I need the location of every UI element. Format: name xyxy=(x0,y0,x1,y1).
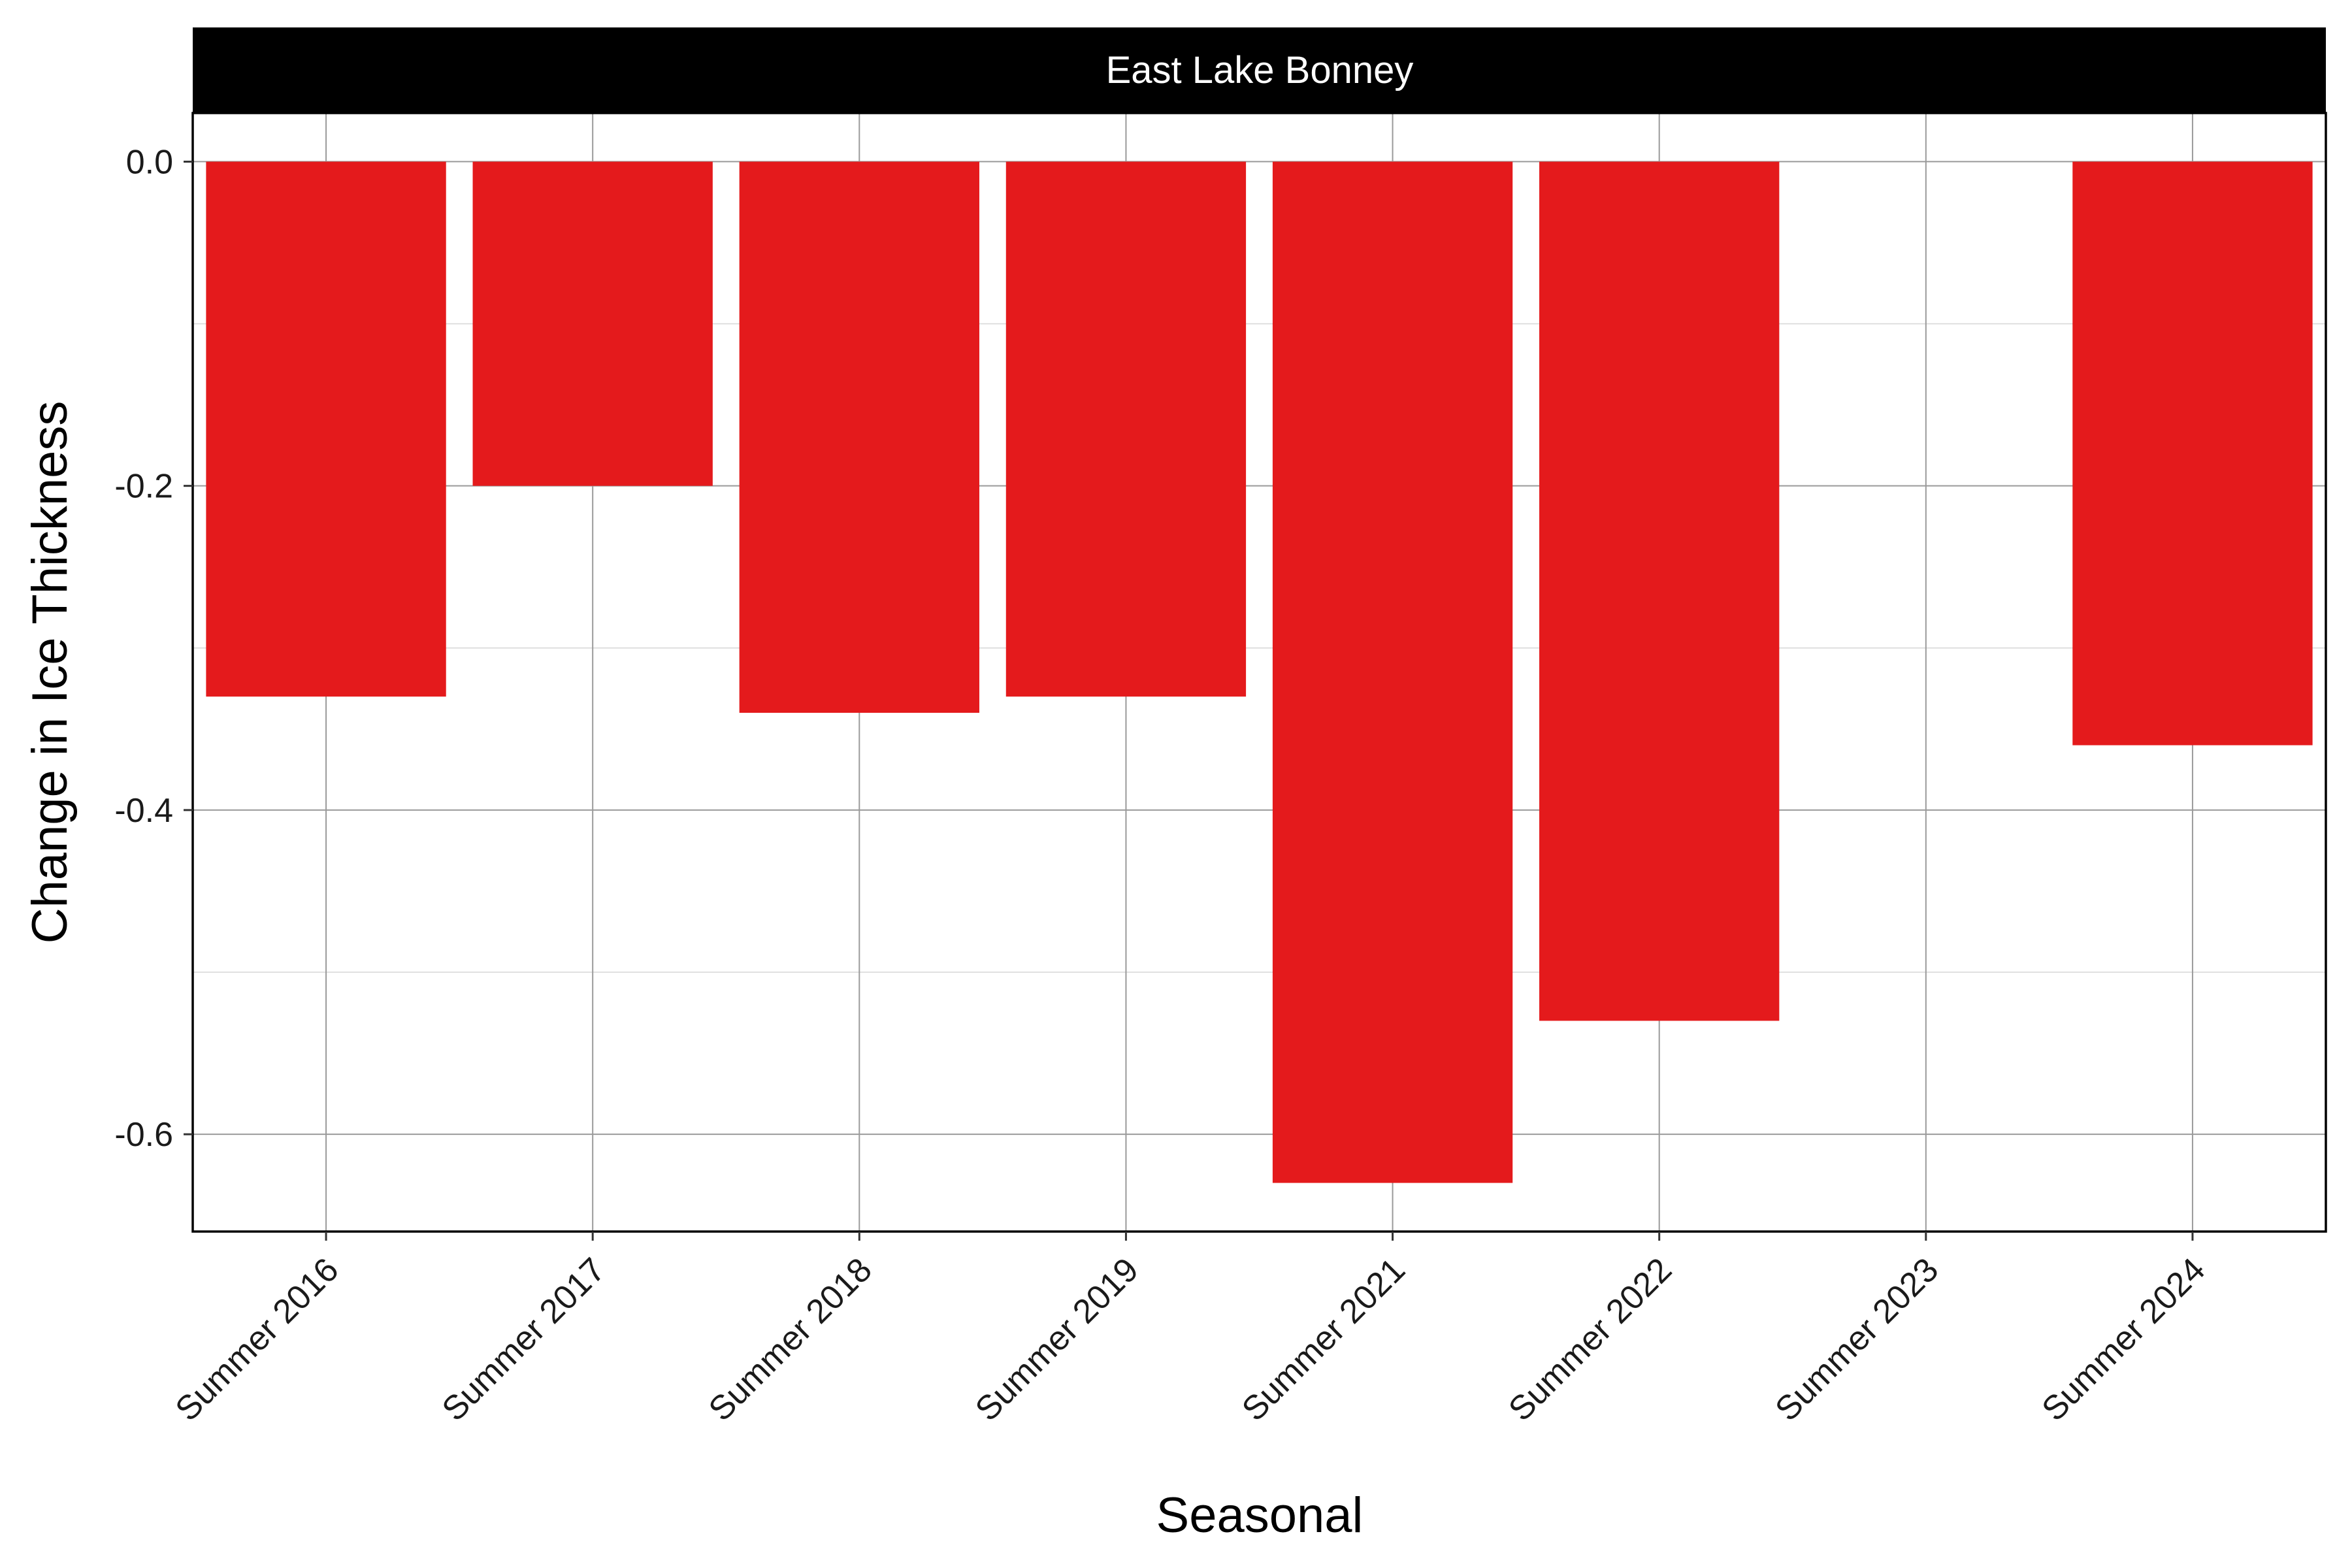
bar xyxy=(2072,161,2313,745)
y-tick-label: 0.0 xyxy=(126,143,173,181)
x-axis-ticks: Summer 2016 Summer 2017 Summer 2018 Summer … xyxy=(169,1232,2212,1428)
x-tick-label: Summer 2019 xyxy=(968,1250,1146,1428)
x-tick-label: Summer 2024 xyxy=(2034,1250,2212,1428)
x-tick-label: Summer 2021 xyxy=(1235,1250,1413,1428)
bar xyxy=(1005,161,1247,697)
y-axis-ticks: 0.0 -0.2 -0.4 -0.6 xyxy=(114,143,193,1154)
y-tick-label: -0.2 xyxy=(114,468,173,506)
x-tick-label: Summer 2017 xyxy=(435,1250,613,1428)
x-tick-label: Summer 2023 xyxy=(1768,1250,1946,1428)
bar xyxy=(739,161,979,713)
x-tick-label: Summer 2018 xyxy=(702,1250,879,1428)
facet-strip-label: East Lake Bonney xyxy=(1106,49,1414,91)
facet-strip xyxy=(193,27,2326,113)
bar xyxy=(472,161,713,486)
y-tick-label: -0.4 xyxy=(114,792,173,830)
bar xyxy=(206,161,446,697)
y-tick-label: -0.6 xyxy=(114,1116,173,1154)
bar xyxy=(1272,161,1513,1183)
x-tick-label: Summer 2016 xyxy=(169,1250,346,1428)
x-axis-title: Seasonal xyxy=(1156,1488,1364,1543)
x-tick-label: Summer 2022 xyxy=(1501,1250,1679,1428)
bars xyxy=(206,161,2313,1183)
y-axis-title: Change in Ice Thickness xyxy=(22,401,78,944)
bar xyxy=(1539,161,1780,1021)
